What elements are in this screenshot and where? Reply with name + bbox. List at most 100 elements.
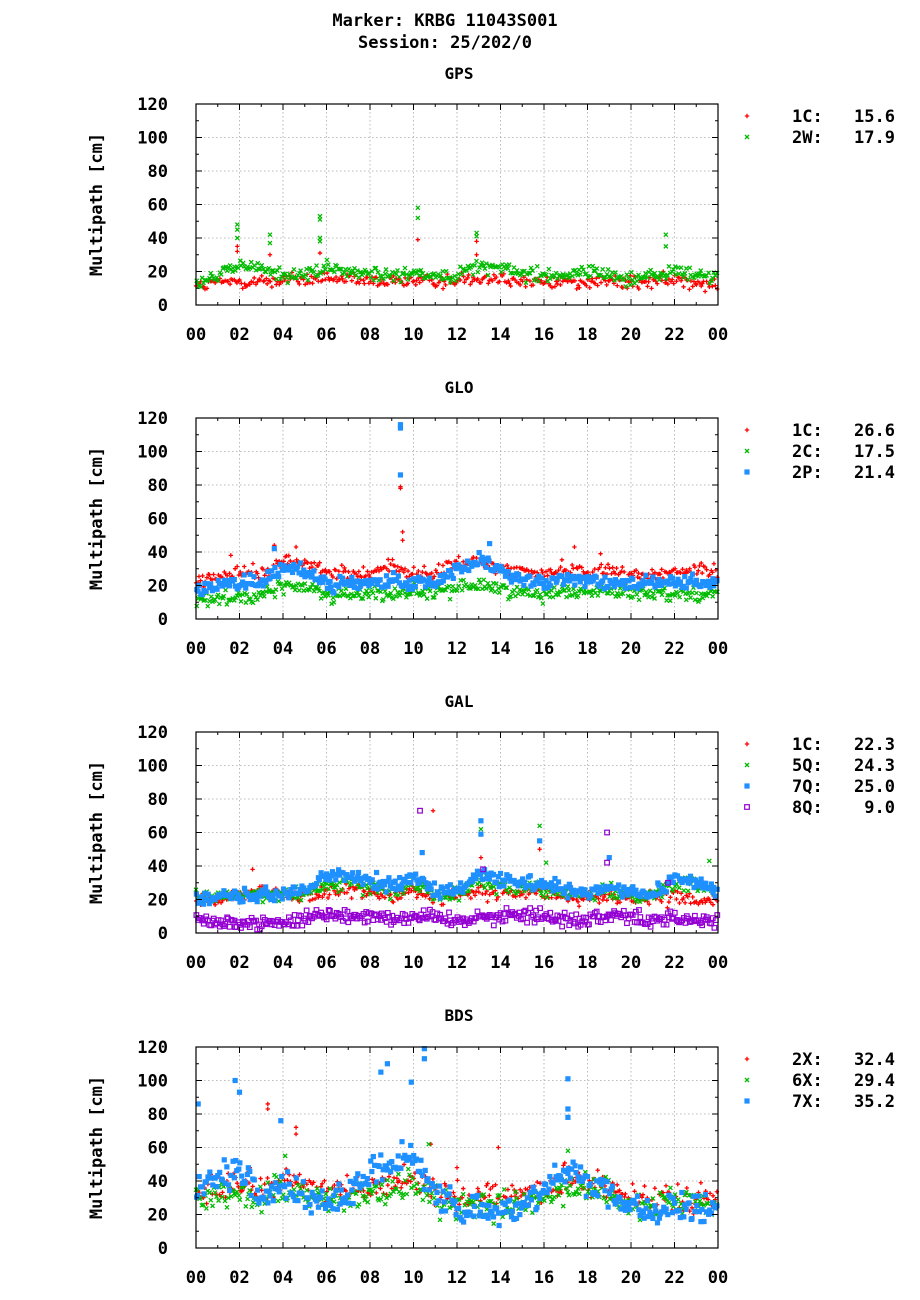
glo-1c-point: [659, 567, 664, 572]
bds-7x-point: [395, 1153, 401, 1159]
gal-7q-point: [539, 877, 545, 884]
gal-1c-point: [483, 891, 488, 896]
bds-ytick-label: 80: [148, 1105, 168, 1125]
gal-legend-marker-7q: [744, 783, 750, 789]
gal-7q-point: [431, 880, 438, 886]
glo-1c-point: [200, 573, 205, 579]
glo-2p-point: [474, 561, 481, 568]
glo-2p-point: [483, 564, 489, 570]
gps-1c-point: [678, 278, 684, 283]
glo-2p-point: [263, 579, 269, 585]
glo-1c-point: [361, 564, 366, 570]
gal-1c-point: [659, 899, 664, 904]
glo-2c-point: [424, 596, 430, 602]
gal-1c-point: [382, 895, 388, 900]
gal-7q-point: [687, 873, 694, 879]
glo-2p-point: [444, 574, 451, 580]
bds-2x-point: [370, 1177, 375, 1182]
gps-2w-point: [586, 263, 592, 269]
glo-2c-point: [366, 594, 372, 600]
bds-6x-point: [304, 1187, 310, 1193]
bds-7x-point: [370, 1153, 376, 1160]
gps-2w-point: [230, 269, 236, 275]
gal-1c-point: [575, 899, 581, 905]
glo-1c-point: [421, 564, 427, 569]
gps-1c-point: [530, 282, 536, 288]
glo-2p-point: [655, 579, 661, 585]
gps-2w-point: [272, 269, 278, 275]
glo-2p-point: [331, 590, 337, 596]
bds-xtick-label: 12: [447, 1268, 467, 1288]
gal-8q-point: [570, 918, 577, 925]
gal-7q-point: [674, 873, 681, 879]
glo-2p-point: [355, 585, 362, 592]
gal-ytick-label: 60: [148, 824, 168, 844]
gal-7q-point: [602, 883, 608, 889]
gps-2w-point: [626, 275, 631, 281]
gal-7q-point: [630, 884, 636, 890]
glo-2p-point: [338, 580, 345, 586]
bds-2x-point: [405, 1178, 411, 1183]
gal-7q-point: [696, 883, 702, 889]
glo-2p-point: [547, 583, 554, 589]
glo-2c-point: [393, 593, 399, 599]
glo-2p-point: [480, 561, 486, 567]
glo-2c-point: [667, 592, 672, 598]
gal-5q-point: [543, 860, 549, 866]
bds-7x-point: [543, 1181, 549, 1188]
glo-2p-point: [437, 572, 443, 579]
bds-7x-point: [345, 1192, 351, 1198]
gps-2w-point: [457, 264, 463, 270]
bds-7x-point: [364, 1175, 371, 1182]
glo-1c-point: [545, 573, 550, 578]
glo-2p-point: [698, 583, 704, 589]
glo-2c-point: [273, 587, 279, 593]
bds-2x-point: [562, 1160, 567, 1166]
bds-6x-point: [431, 1195, 437, 1201]
bds-7x-point: [421, 1056, 427, 1062]
gal-7q-point: [288, 886, 294, 893]
gps-2w-point: [443, 268, 449, 274]
glo-2c-point: [427, 588, 433, 594]
glo-1c-point: [440, 563, 446, 568]
glo-2p-point: [309, 573, 315, 579]
bds-7x-point: [253, 1196, 259, 1202]
glo-2p-point: [349, 574, 355, 581]
gps-1c-point: [242, 281, 247, 287]
gal-8q-point: [287, 917, 294, 924]
gps-xtick-label: 02: [229, 325, 249, 345]
glo-2c-point: [253, 594, 259, 600]
bds-7x-point: [502, 1201, 508, 1208]
bds-2x-point: [632, 1189, 637, 1194]
gal-5q-point: [706, 858, 712, 864]
gal-7q-point: [305, 888, 311, 894]
gps-1c-point: [323, 277, 328, 282]
bds-7x-point: [624, 1200, 630, 1206]
glo-1c-point: [286, 553, 292, 558]
glo-2p-point: [554, 577, 560, 583]
bds-7x-point: [210, 1182, 216, 1188]
glo-2c-point: [216, 601, 222, 607]
glo-1c-point: [385, 557, 391, 562]
glo-2c-point: [308, 585, 314, 591]
bds-7x-point: [314, 1198, 320, 1204]
bds-6x-point: [259, 1209, 265, 1215]
glo-1c-point: [569, 562, 575, 568]
gal-7q-point: [698, 876, 704, 882]
gal-5q-point: [681, 888, 687, 893]
gal-8q-point: [699, 922, 706, 929]
glo-1c-point: [392, 563, 398, 569]
gal-legend-value-5q: 24.3: [854, 756, 895, 776]
gps-xtick-label: 22: [664, 325, 684, 345]
gal-7q-point: [653, 892, 660, 898]
bds-7x-point: [558, 1177, 565, 1183]
bds-7x-point: [621, 1204, 627, 1210]
glo-1c-point: [598, 551, 603, 556]
glo-ytick-label: 60: [148, 510, 168, 530]
gal-5q-point: [317, 888, 322, 894]
gal-7q-point: [392, 878, 398, 884]
gps-1c-point: [334, 279, 340, 284]
bds-6x-point: [567, 1183, 573, 1189]
gps-2w-point: [482, 266, 488, 272]
